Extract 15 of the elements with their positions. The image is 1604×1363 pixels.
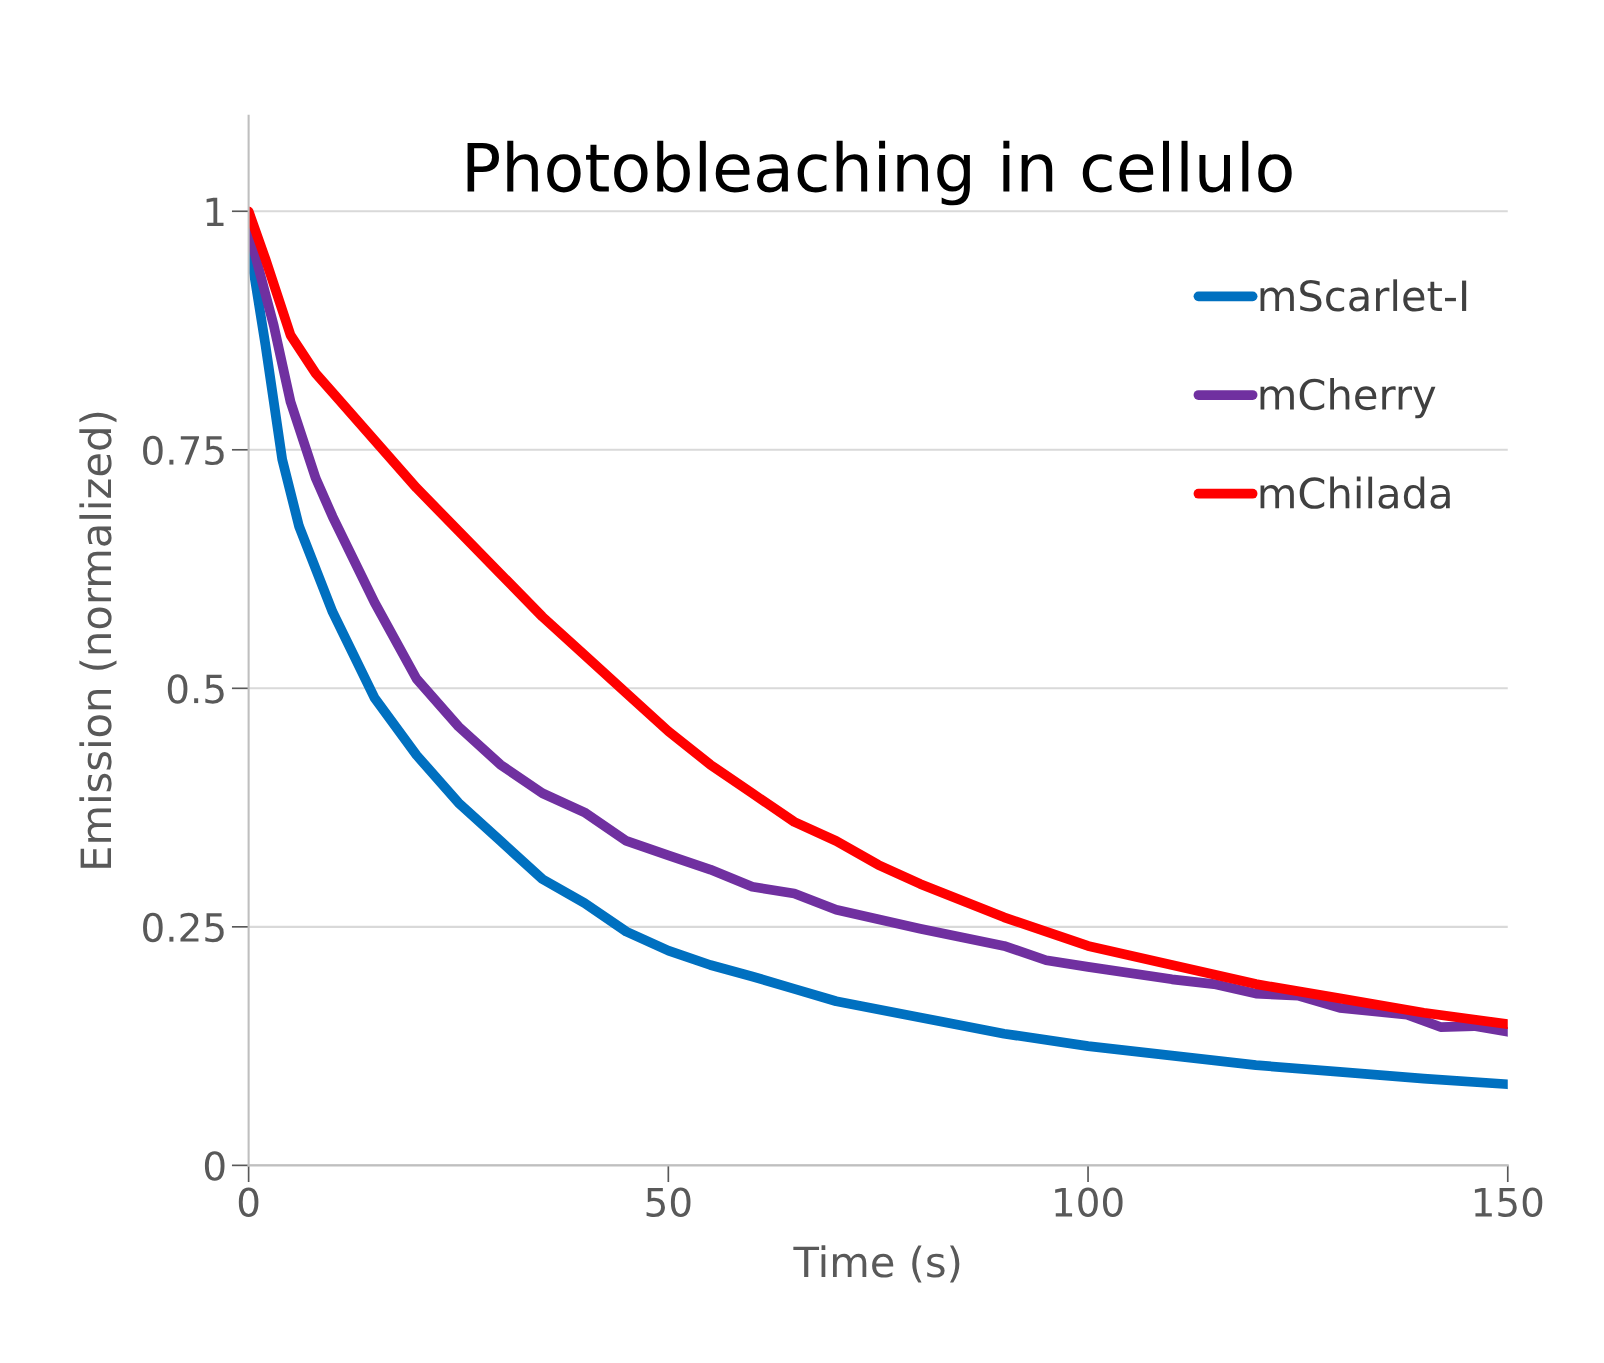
y-tick-label: 0.5 xyxy=(167,674,224,704)
y-tick-label: 0.75 xyxy=(143,435,224,466)
legend-label: mCherry xyxy=(1260,377,1436,419)
y-tick-label: 1 xyxy=(206,197,224,227)
y-axis-title: Emission (normalized) xyxy=(79,412,117,868)
legend-label: mChilada xyxy=(1260,476,1450,509)
legend-label: mScarlet-I xyxy=(1260,279,1467,312)
x-tick-label: 150 xyxy=(1474,1187,1543,1217)
y-tick-label: 0 xyxy=(204,1151,225,1181)
chart-title: Photobleaching in cellulo xyxy=(467,140,1292,206)
x-tick-label: 100 xyxy=(1055,1187,1123,1217)
x-axis-title: Time (s) xyxy=(793,1245,960,1283)
x-tick-label: 0 xyxy=(238,1187,259,1217)
x-tick-label: 50 xyxy=(646,1187,691,1217)
y-tick-label: 0.25 xyxy=(143,912,224,943)
